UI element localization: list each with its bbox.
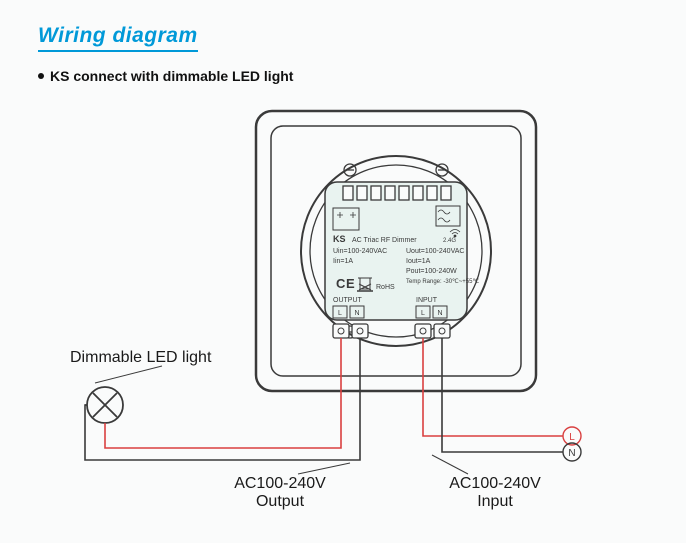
input-caption: AC100-240V Input xyxy=(449,475,541,510)
input-lbl: INPUT xyxy=(416,297,438,304)
svg-text:Input: Input xyxy=(477,493,513,510)
svg-text:L: L xyxy=(421,310,425,317)
module: KS AC Triac RF Dimmer 2.4G Uin=100-240VA… xyxy=(301,156,491,346)
svg-text:E: E xyxy=(346,276,355,291)
svg-text:N: N xyxy=(437,310,442,317)
wiring-diagram-page: Wiring diagram KS connect with dimmable … xyxy=(0,0,686,543)
led-symbol xyxy=(87,387,123,423)
device-iin: Iin=1A xyxy=(333,258,353,265)
device-pout: Pout=100-240W xyxy=(406,268,457,275)
ln-markers: L N xyxy=(563,427,581,461)
device-name: KS xyxy=(333,234,346,244)
marker-L: L xyxy=(569,432,575,443)
device-24g: 2.4G xyxy=(443,238,456,244)
svg-text:C: C xyxy=(336,276,346,291)
led-label: Dimmable LED light xyxy=(70,349,212,366)
device-temp: Temp Range: -30℃~+55℃ xyxy=(406,279,479,285)
output-caption: AC100-240V Output xyxy=(234,475,326,510)
svg-text:AC100-240V: AC100-240V xyxy=(449,475,541,492)
svg-text:Output: Output xyxy=(256,493,305,510)
rohs-text: RoHS xyxy=(376,284,395,291)
device-iout: Iout=1A xyxy=(406,258,431,265)
diagram-svg: KS AC Triac RF Dimmer 2.4G Uin=100-240VA… xyxy=(0,0,686,543)
svg-text:N: N xyxy=(354,310,359,317)
input-wires xyxy=(423,338,563,452)
svg-text:AC100-240V: AC100-240V xyxy=(234,475,326,492)
output-lbl: OUTPUT xyxy=(333,297,363,304)
marker-N: N xyxy=(568,448,575,459)
svg-text:L: L xyxy=(338,310,342,317)
device-uin: Uin=100-240VAC xyxy=(333,248,387,255)
device-uout: Uout=100-240VAC xyxy=(406,248,464,255)
device-desc: AC Triac RF Dimmer xyxy=(352,237,417,244)
